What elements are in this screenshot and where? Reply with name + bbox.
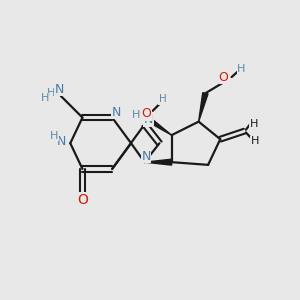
Text: H: H	[132, 110, 141, 120]
Text: N: N	[144, 113, 153, 126]
Polygon shape	[199, 93, 208, 122]
Text: O: O	[218, 70, 228, 83]
Text: H: H	[250, 118, 258, 128]
Text: H: H	[237, 64, 245, 74]
Text: N: N	[112, 106, 121, 119]
Text: N: N	[55, 83, 64, 96]
Text: N: N	[141, 150, 151, 163]
Text: H: H	[251, 136, 259, 146]
Text: H: H	[159, 94, 167, 104]
Text: H: H	[47, 88, 56, 98]
Polygon shape	[145, 159, 172, 165]
Text: O: O	[142, 107, 152, 120]
Text: H: H	[40, 93, 49, 103]
Polygon shape	[144, 115, 172, 135]
Text: H: H	[50, 131, 58, 141]
Text: O: O	[77, 193, 88, 207]
Text: N: N	[57, 135, 66, 148]
